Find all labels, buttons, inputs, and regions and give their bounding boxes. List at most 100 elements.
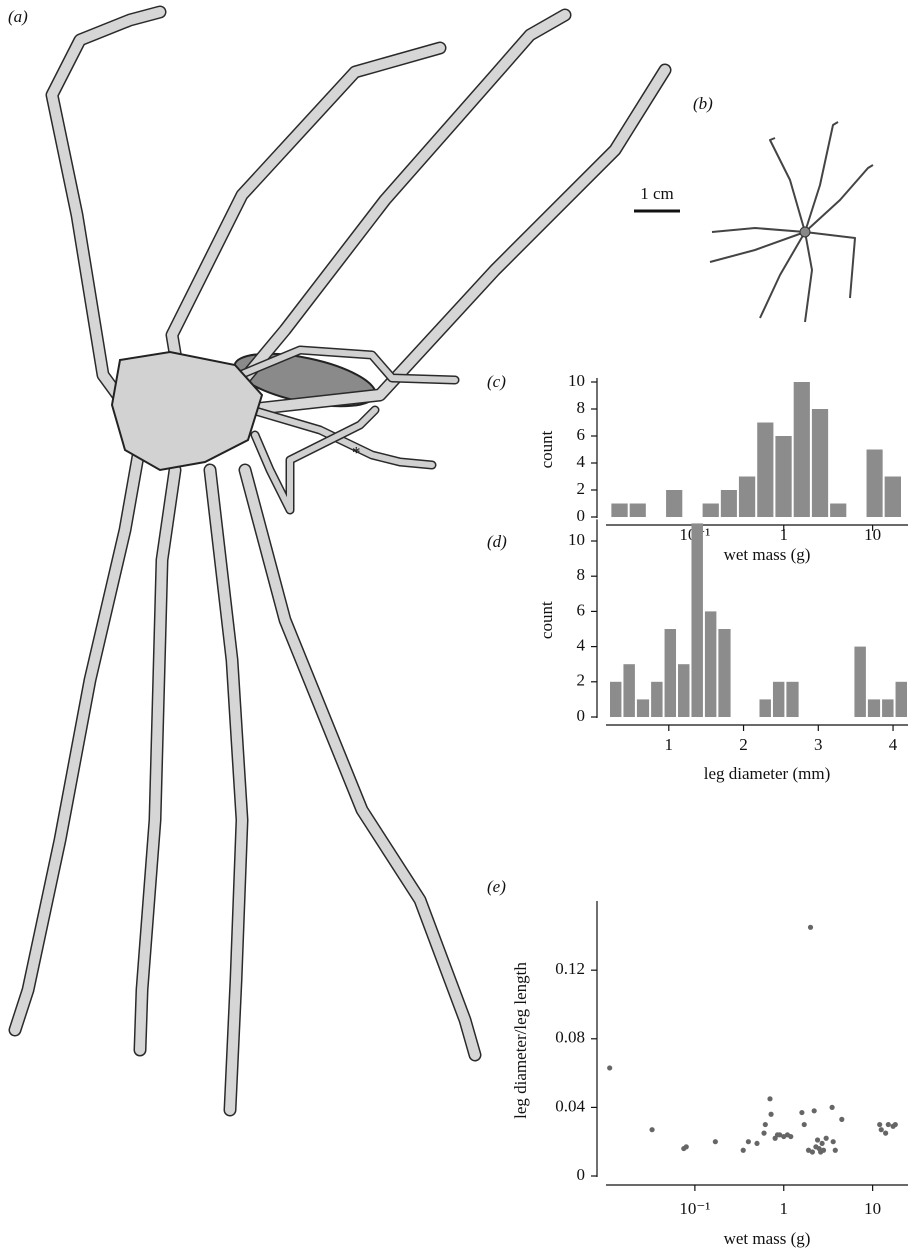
x-tick-label: 1 <box>665 735 674 754</box>
point <box>879 1127 884 1132</box>
x-axis-label: wet mass (g) <box>724 545 811 564</box>
point <box>893 1122 898 1127</box>
chart-panel: (d)02468101234leg diameter (mm)count <box>487 519 908 783</box>
figure: * 1 cm (a) (b) (c)024681010⁻¹110wet mass… <box>0 0 913 1260</box>
bar <box>703 504 719 518</box>
bar <box>705 611 716 717</box>
segment-fill <box>172 48 440 395</box>
panel-label: (d) <box>487 532 507 551</box>
bar <box>867 450 883 518</box>
bar <box>637 699 649 717</box>
y-axis-label: count <box>537 430 556 468</box>
bar <box>721 490 737 517</box>
y-tick-label: 0 <box>577 1165 586 1184</box>
point <box>830 1105 835 1110</box>
point <box>767 1096 772 1101</box>
leg <box>805 232 855 298</box>
bar <box>718 629 730 717</box>
bar <box>623 664 634 717</box>
bar <box>665 629 676 717</box>
y-tick-label: 0.04 <box>555 1096 585 1115</box>
y-tick-label: 4 <box>577 636 586 655</box>
leg <box>770 138 805 232</box>
leg <box>805 122 838 232</box>
x-tick-label: 10⁻¹ <box>679 1199 710 1218</box>
point <box>768 1112 773 1117</box>
small-specimen: 1 cm <box>634 122 873 322</box>
segment-fill <box>245 470 475 1055</box>
point <box>741 1148 746 1153</box>
panel-label: (a) <box>8 7 28 26</box>
point <box>684 1144 689 1149</box>
y-tick-label: 0 <box>577 506 586 525</box>
y-tick-label: 2 <box>577 671 586 690</box>
panel-label: (e) <box>487 877 506 896</box>
asterisk: * <box>352 443 361 462</box>
bar <box>882 699 893 717</box>
point <box>821 1148 826 1153</box>
x-axis-label: wet mass (g) <box>724 1229 811 1248</box>
leg <box>172 48 440 395</box>
scale-bar-label: 1 cm <box>640 184 674 203</box>
point <box>808 925 813 930</box>
bar <box>896 682 907 717</box>
point <box>812 1108 817 1113</box>
y-axis-label: count <box>537 601 556 639</box>
point <box>788 1134 793 1139</box>
x-tick-label: 4 <box>889 735 898 754</box>
bar <box>773 682 784 717</box>
point <box>607 1065 612 1070</box>
trunk <box>112 352 262 470</box>
bar <box>812 409 828 517</box>
point <box>799 1110 804 1115</box>
bar <box>757 423 773 518</box>
x-tick-label: 10 <box>864 525 881 544</box>
y-tick-label: 8 <box>577 565 586 584</box>
segment-fill <box>52 12 160 412</box>
y-tick-label: 8 <box>577 398 586 417</box>
segment-fill <box>15 445 140 1030</box>
point <box>713 1139 718 1144</box>
y-tick-label: 10 <box>568 530 585 549</box>
point <box>883 1131 888 1136</box>
bar <box>691 523 702 717</box>
bar <box>775 436 791 517</box>
point <box>839 1117 844 1122</box>
bar <box>739 477 755 518</box>
bar <box>666 490 682 517</box>
bar <box>651 682 662 717</box>
point <box>754 1141 759 1146</box>
x-tick-label: 3 <box>814 735 823 754</box>
bar <box>610 682 621 717</box>
bar <box>759 699 770 717</box>
point <box>886 1122 891 1127</box>
body <box>800 227 810 237</box>
y-tick-label: 4 <box>577 452 586 471</box>
point <box>649 1127 654 1132</box>
bar <box>678 664 689 717</box>
panel-label: (c) <box>487 372 506 391</box>
point <box>763 1122 768 1127</box>
bar <box>611 504 627 518</box>
segment-fill <box>140 470 175 1050</box>
point <box>833 1148 838 1153</box>
y-tick-label: 0.12 <box>555 959 585 978</box>
x-tick-label: 1 <box>780 1199 789 1218</box>
point <box>831 1139 836 1144</box>
bar <box>885 477 901 518</box>
point <box>877 1122 882 1127</box>
y-tick-label: 6 <box>577 600 586 619</box>
panel-label: (b) <box>693 94 713 113</box>
y-tick-label: 6 <box>577 425 586 444</box>
y-axis-label: leg diameter/leg length <box>511 962 530 1119</box>
y-tick-label: 10 <box>568 371 585 390</box>
x-tick-label: 10 <box>864 1199 881 1218</box>
point <box>810 1149 815 1154</box>
point <box>802 1122 807 1127</box>
point <box>761 1131 766 1136</box>
point <box>746 1139 751 1144</box>
bar <box>786 682 798 717</box>
point <box>824 1136 829 1141</box>
leg <box>805 232 812 322</box>
